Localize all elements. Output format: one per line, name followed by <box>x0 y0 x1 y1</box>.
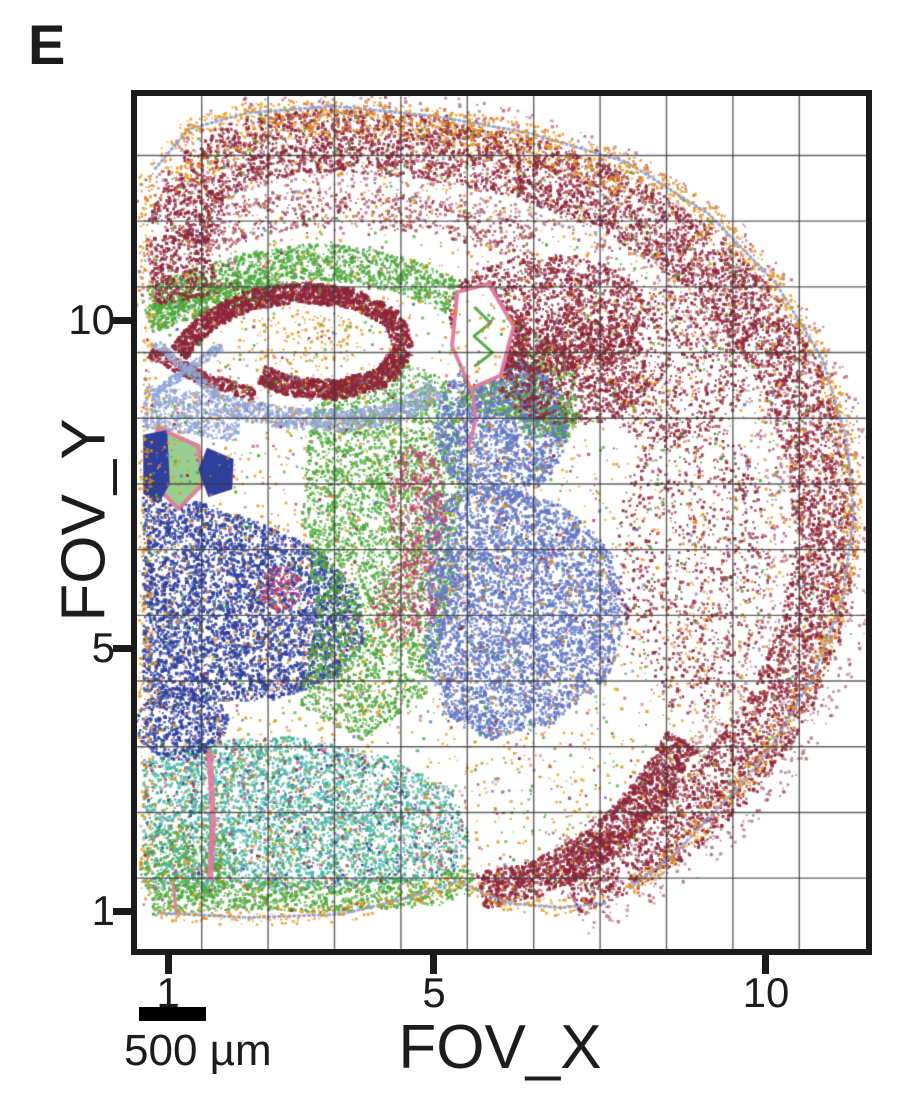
x-tick-label: 10 <box>742 969 790 1016</box>
plot-frame <box>131 90 872 955</box>
y-tick-label: 1 <box>91 887 115 934</box>
x-tick-mark <box>762 953 769 974</box>
y-tick-label: 10 <box>68 296 115 343</box>
x-tick-mark <box>430 953 437 974</box>
y-tick-mark <box>113 317 132 324</box>
x-tick-label: 1 <box>156 969 180 1016</box>
scale-bar <box>139 1007 206 1021</box>
y-axis-label: FOV_Y <box>49 418 119 622</box>
y-tick-label: 5 <box>91 624 115 671</box>
x-tick-mark <box>165 953 172 974</box>
scale-bar-label: 500 µm <box>124 1026 272 1075</box>
x-tick-label: 5 <box>422 969 446 1016</box>
x-axis-label: FOV_X <box>398 1013 602 1082</box>
y-tick-mark <box>113 645 132 652</box>
y-tick-mark <box>113 908 132 915</box>
